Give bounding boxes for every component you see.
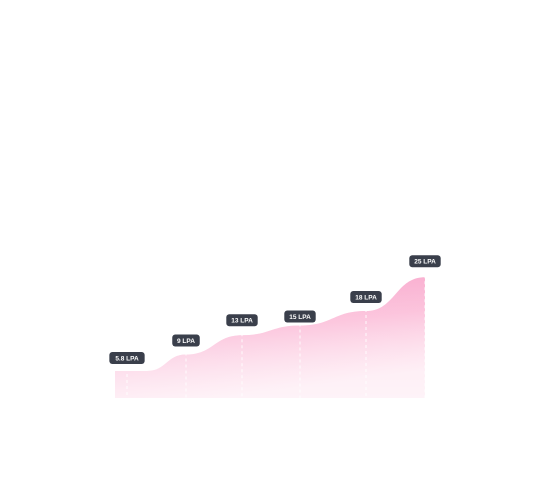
data-label-4: 18 LPA <box>350 291 382 304</box>
data-label-bg-2 <box>226 314 258 327</box>
data-label-text-4: 18 LPA <box>355 294 377 301</box>
data-label-bg-0 <box>109 351 145 364</box>
data-label-2: 13 LPA <box>226 314 258 327</box>
data-label-bg-5 <box>409 255 441 268</box>
data-label-bg-4 <box>350 291 382 304</box>
data-label-5: 25 LPA <box>409 255 441 268</box>
data-label-text-5: 25 LPA <box>414 259 436 266</box>
data-label-bg-3 <box>284 310 316 323</box>
data-label-0: 5.8 LPA <box>109 351 145 364</box>
data-label-bg-1 <box>172 334 200 347</box>
area-layer <box>115 277 425 398</box>
data-label-3: 15 LPA <box>284 310 316 323</box>
data-label-text-3: 15 LPA <box>289 314 311 321</box>
marker-layer <box>126 269 426 398</box>
data-label-text-1: 9 LPA <box>177 338 195 345</box>
data-label-text-2: 13 LPA <box>231 318 253 325</box>
label-layer: 5.8 LPA 9 LPA 13 LPA 15 LPA 18 LPA 25 LPA <box>109 255 441 364</box>
series-area-fade <box>115 277 425 398</box>
data-label-1: 9 LPA <box>172 334 200 347</box>
data-label-text-0: 5.8 LPA <box>115 355 139 362</box>
